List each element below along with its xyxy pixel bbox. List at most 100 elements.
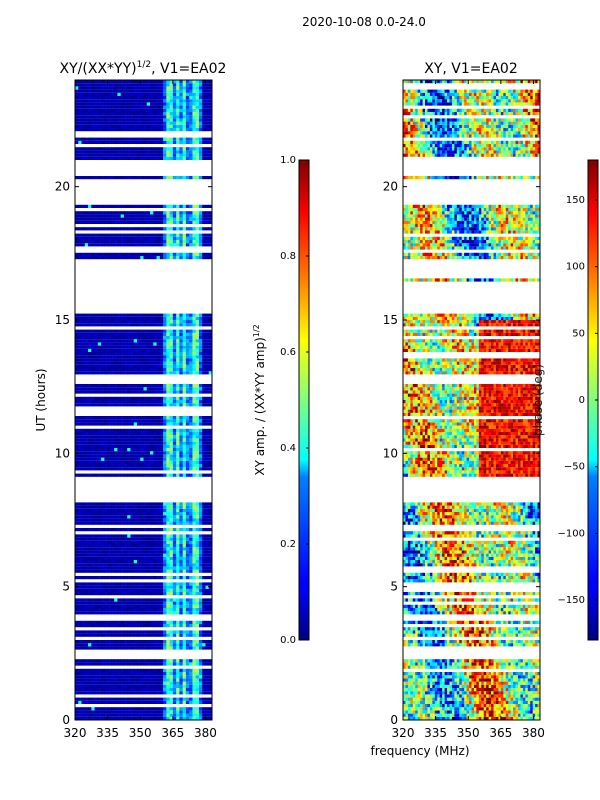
left-heatmap-cell bbox=[176, 505, 180, 509]
left-heatmap-cell bbox=[153, 467, 157, 471]
left-heatmap-cell bbox=[97, 521, 102, 525]
left-heatmap-cell bbox=[189, 716, 193, 720]
left-heatmap-cell bbox=[140, 396, 144, 400]
left-heatmap-cell bbox=[192, 608, 197, 612]
left-heatmap-cell bbox=[117, 240, 122, 244]
left-heatmap-row bbox=[75, 329, 212, 333]
left-heatmap-cell bbox=[140, 675, 144, 679]
left-heatmap-cell bbox=[104, 240, 109, 244]
left-heatmap-cell bbox=[97, 716, 102, 720]
left-heatmap-cell bbox=[127, 518, 131, 522]
left-heatmap-cell bbox=[146, 339, 151, 343]
left-heatmap-cell bbox=[205, 534, 210, 538]
left-heatmap-cell bbox=[140, 521, 144, 525]
left-heatmap-cell bbox=[110, 364, 115, 368]
left-heatmap-cell bbox=[97, 451, 102, 455]
left-heatmap-cell bbox=[143, 156, 148, 160]
left-heatmap-cell bbox=[114, 710, 118, 714]
left-heatmap-cell bbox=[81, 428, 86, 432]
left-heatmap-cell bbox=[192, 512, 197, 516]
left-heatmap-cell bbox=[140, 233, 144, 237]
left-heatmap-cell bbox=[114, 576, 118, 580]
left-heatmap-cell bbox=[110, 716, 115, 720]
left-heatmap-cell bbox=[153, 240, 157, 244]
left-heatmap-cell bbox=[153, 528, 157, 532]
left-heatmap-cell bbox=[146, 204, 151, 208]
left-heatmap-cell bbox=[163, 137, 167, 141]
left-heatmap-cell bbox=[150, 124, 154, 128]
left-heatmap-cell bbox=[127, 553, 131, 557]
left-heatmap-cell bbox=[101, 150, 105, 154]
left-heatmap-cell bbox=[78, 118, 82, 122]
left-heatmap-cell bbox=[192, 390, 197, 394]
left-heatmap-cell bbox=[159, 515, 164, 519]
left-heatmap-cell bbox=[172, 630, 177, 634]
left-heatmap-cell bbox=[182, 416, 187, 420]
left-heatmap-cell bbox=[185, 419, 190, 423]
left-heatmap-cell bbox=[208, 364, 212, 368]
left-heatmap-cell bbox=[185, 147, 190, 151]
left-heatmap-cell bbox=[185, 508, 190, 512]
left-heatmap-cell bbox=[84, 348, 89, 352]
left-heatmap-cell bbox=[176, 345, 180, 349]
left-heatmap-cell bbox=[133, 540, 138, 544]
left-heatmap-cell bbox=[208, 662, 212, 666]
left-heatmap-cell bbox=[150, 547, 154, 551]
left-heatmap-cell bbox=[146, 678, 151, 682]
left-heatmap-cell bbox=[117, 339, 122, 343]
left-heatmap-cell bbox=[120, 716, 125, 720]
left-heatmap-cell bbox=[104, 464, 109, 468]
left-heatmap-cell bbox=[81, 675, 86, 679]
left-heatmap-cell bbox=[140, 256, 144, 260]
left-heatmap-cell bbox=[176, 566, 180, 570]
left-heatmap-cell bbox=[130, 153, 135, 157]
left-heatmap-cell bbox=[120, 204, 125, 208]
left-heatmap-cell bbox=[185, 563, 190, 567]
left-heatmap-cell bbox=[88, 515, 92, 519]
left-heatmap-cell bbox=[198, 176, 203, 180]
left-heatmap-cell bbox=[91, 684, 95, 688]
left-heatmap-cell bbox=[127, 124, 131, 128]
left-heatmap-cell bbox=[198, 348, 203, 352]
left-heatmap-cell bbox=[94, 457, 99, 461]
left-heatmap-cell bbox=[114, 387, 118, 391]
left-heatmap-cell bbox=[114, 345, 118, 349]
left-heatmap-cell bbox=[140, 214, 144, 218]
left-heatmap-cell bbox=[169, 448, 174, 452]
left-heatmap-cell bbox=[156, 448, 161, 452]
left-heatmap-cell bbox=[91, 566, 95, 570]
left-heatmap-cell bbox=[107, 348, 112, 352]
left-heatmap-cell bbox=[104, 688, 109, 692]
left-heatmap-cell bbox=[120, 592, 125, 596]
left-heatmap-cell bbox=[88, 156, 92, 160]
left-heatmap-cell bbox=[127, 457, 131, 461]
left-heatmap-cell bbox=[75, 323, 79, 327]
left-heatmap-cell bbox=[94, 598, 99, 602]
left-heatmap-cell bbox=[104, 710, 109, 714]
left-heatmap-cell bbox=[185, 428, 190, 432]
left-heatmap-cell bbox=[159, 601, 164, 605]
left-heatmap-cell bbox=[166, 432, 170, 436]
left-heatmap-cell bbox=[104, 544, 109, 548]
left-heatmap-cell bbox=[176, 435, 180, 439]
left-heatmap-cell bbox=[120, 227, 125, 231]
left-heatmap-cell bbox=[185, 681, 190, 685]
left-heatmap-cell bbox=[163, 473, 167, 477]
left-heatmap-cell bbox=[78, 128, 82, 132]
left-heatmap-cell bbox=[75, 435, 79, 439]
left-heatmap-cell bbox=[120, 556, 125, 560]
left-heatmap-cell bbox=[117, 128, 122, 132]
left-heatmap-cell bbox=[136, 352, 141, 356]
left-heatmap-cell bbox=[136, 176, 141, 180]
left-heatmap-cell bbox=[136, 691, 141, 695]
left-heatmap-cell bbox=[78, 502, 82, 506]
left-heatmap-cell bbox=[156, 243, 161, 247]
left-heatmap-cell bbox=[120, 518, 125, 522]
left-heatmap-cell bbox=[81, 566, 86, 570]
left-heatmap-cell bbox=[146, 384, 151, 388]
left-heatmap-cell bbox=[136, 537, 141, 541]
left-heatmap-cell bbox=[202, 121, 206, 125]
left-heatmap-cell bbox=[75, 390, 79, 394]
left-heatmap-cell bbox=[153, 684, 157, 688]
left-heatmap-cell bbox=[117, 563, 122, 567]
